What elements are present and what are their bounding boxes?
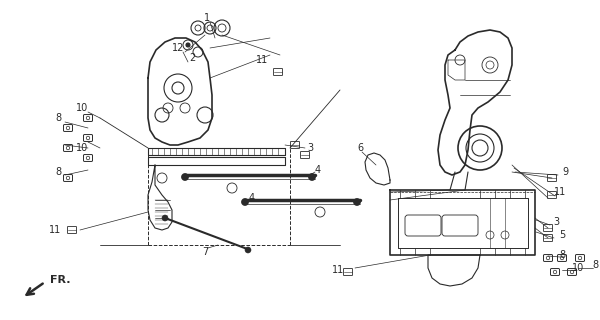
Text: 2: 2	[189, 53, 195, 63]
Text: 11: 11	[332, 265, 344, 275]
Text: 8: 8	[559, 250, 565, 260]
Circle shape	[186, 43, 190, 47]
Text: 3: 3	[553, 217, 559, 227]
Text: 4: 4	[315, 165, 321, 175]
Text: 11: 11	[49, 225, 61, 235]
Circle shape	[182, 173, 188, 180]
Text: 1: 1	[204, 13, 210, 23]
Circle shape	[245, 247, 251, 253]
Text: 5: 5	[559, 230, 565, 240]
Circle shape	[241, 198, 248, 205]
Circle shape	[162, 215, 168, 221]
Text: 7: 7	[202, 247, 208, 257]
Text: 6: 6	[357, 143, 363, 153]
Text: 9: 9	[562, 167, 568, 177]
Circle shape	[308, 173, 316, 180]
Text: 8: 8	[55, 113, 61, 123]
Text: 3: 3	[307, 143, 313, 153]
Text: 8: 8	[55, 167, 61, 177]
Text: 11: 11	[256, 55, 268, 65]
Text: 8: 8	[592, 260, 598, 270]
Text: 10: 10	[76, 103, 88, 113]
Text: 11: 11	[554, 187, 566, 197]
Text: 4: 4	[249, 193, 255, 203]
Text: FR.: FR.	[50, 275, 71, 285]
Text: 12: 12	[172, 43, 184, 53]
Text: 10: 10	[76, 143, 88, 153]
Text: 10: 10	[572, 263, 584, 273]
Circle shape	[353, 198, 361, 205]
